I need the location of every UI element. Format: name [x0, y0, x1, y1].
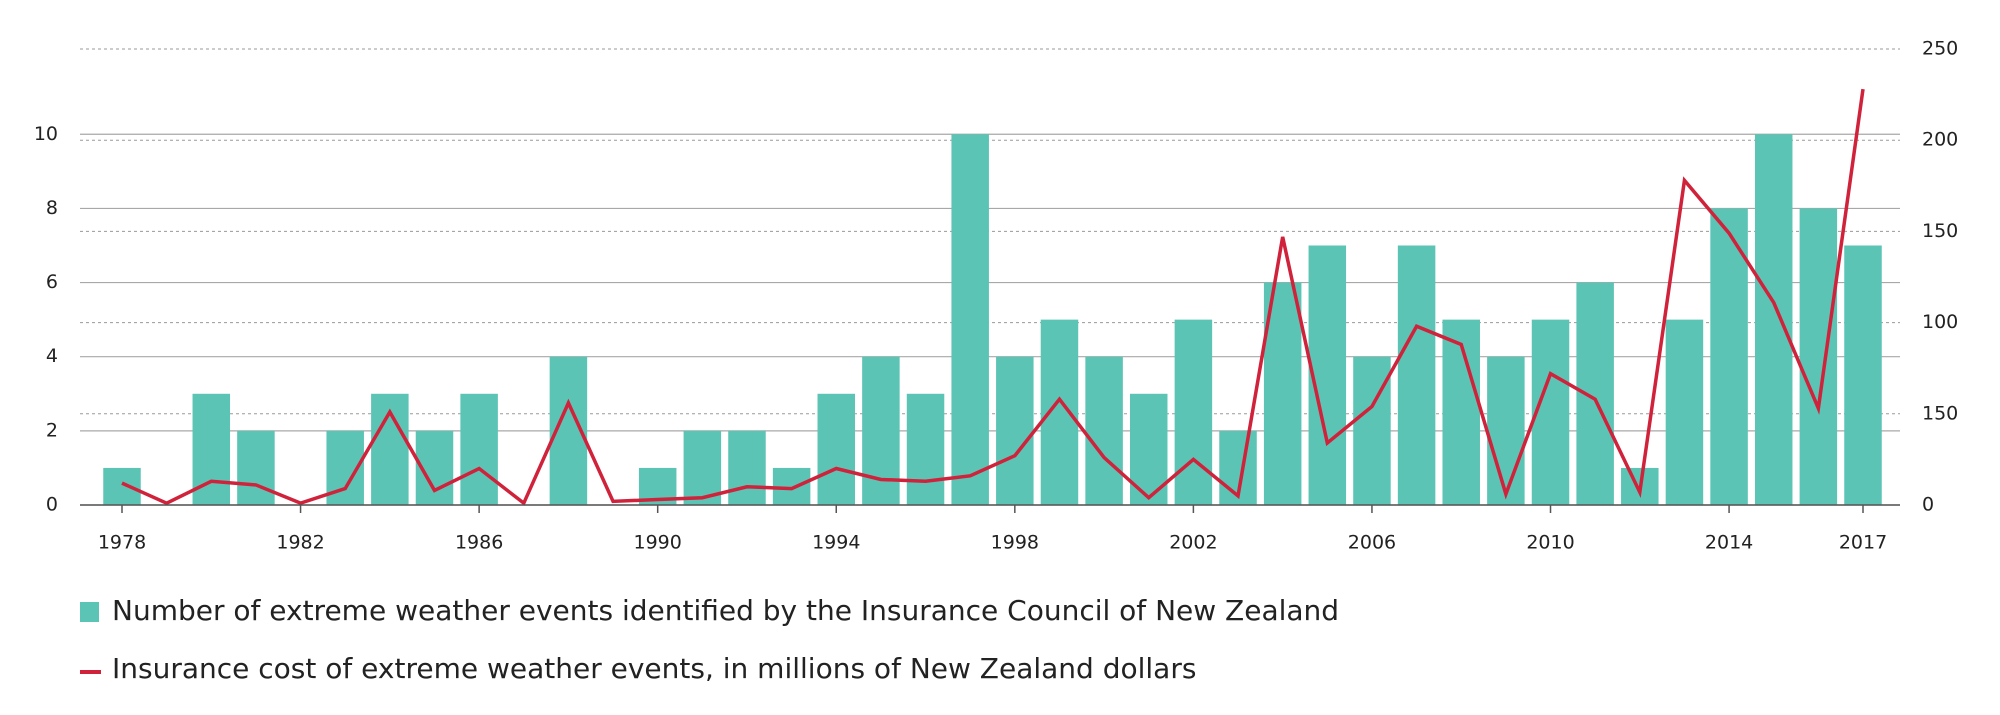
- legend-swatch: [80, 602, 99, 622]
- bar: [103, 467, 141, 505]
- y2-tick-label: 100: [1922, 311, 1958, 333]
- bar: [1353, 356, 1391, 505]
- y-tick-label: 2: [46, 419, 58, 441]
- x-tick-label: 1986: [455, 532, 503, 554]
- bar: [237, 430, 275, 505]
- bar: [862, 356, 900, 505]
- x-tick-label: 2014: [1705, 532, 1753, 554]
- legend-label: Insurance cost of extreme weather events…: [112, 652, 1196, 685]
- y2-tick-label: 250: [1922, 38, 1958, 60]
- y-tick-label: 0: [46, 494, 58, 516]
- bar: [1487, 356, 1525, 505]
- x-tick-label: 1998: [991, 532, 1039, 554]
- bar: [1710, 208, 1748, 506]
- y-tick-label: 4: [46, 345, 58, 367]
- bar: [683, 430, 722, 505]
- bar: [1576, 282, 1614, 505]
- bar: [1308, 245, 1347, 506]
- y-tick-label: 6: [46, 271, 58, 293]
- y2-tick-label: 150: [1922, 220, 1958, 242]
- bar: [1174, 319, 1213, 505]
- bar: [1754, 134, 1793, 505]
- x-tick-label: 1978: [98, 532, 146, 554]
- y2-tick-label: 0: [1922, 494, 1934, 516]
- bar: [1665, 319, 1704, 505]
- y2-tick-label: 200: [1922, 129, 1958, 151]
- bar: [951, 134, 989, 505]
- bar: [817, 393, 856, 505]
- line: [121, 88, 1865, 506]
- bar: [1397, 245, 1436, 506]
- legend-label: Number of extreme weather events identif…: [112, 594, 1339, 627]
- bar: [906, 393, 945, 505]
- x-tick-label: 1990: [634, 532, 682, 554]
- y-tick-label: 8: [46, 197, 58, 219]
- y2-tick-label: 150: [1922, 402, 1958, 424]
- bar: [1085, 356, 1123, 505]
- x-tick-label: 1994: [812, 532, 860, 554]
- x-tick-label: 2017: [1839, 532, 1887, 554]
- bar: [1799, 208, 1838, 506]
- bar: [460, 393, 498, 505]
- x-tick-label: 2002: [1169, 532, 1217, 554]
- y-tick-label: 10: [34, 123, 58, 145]
- bar: [996, 356, 1034, 505]
- bar: [1844, 245, 1882, 506]
- x-tick-label: 2010: [1526, 532, 1574, 554]
- bar: [1040, 319, 1079, 505]
- bar: [728, 430, 766, 505]
- x-tick-label: 2006: [1348, 532, 1396, 554]
- x-tick-label: 1982: [276, 532, 324, 554]
